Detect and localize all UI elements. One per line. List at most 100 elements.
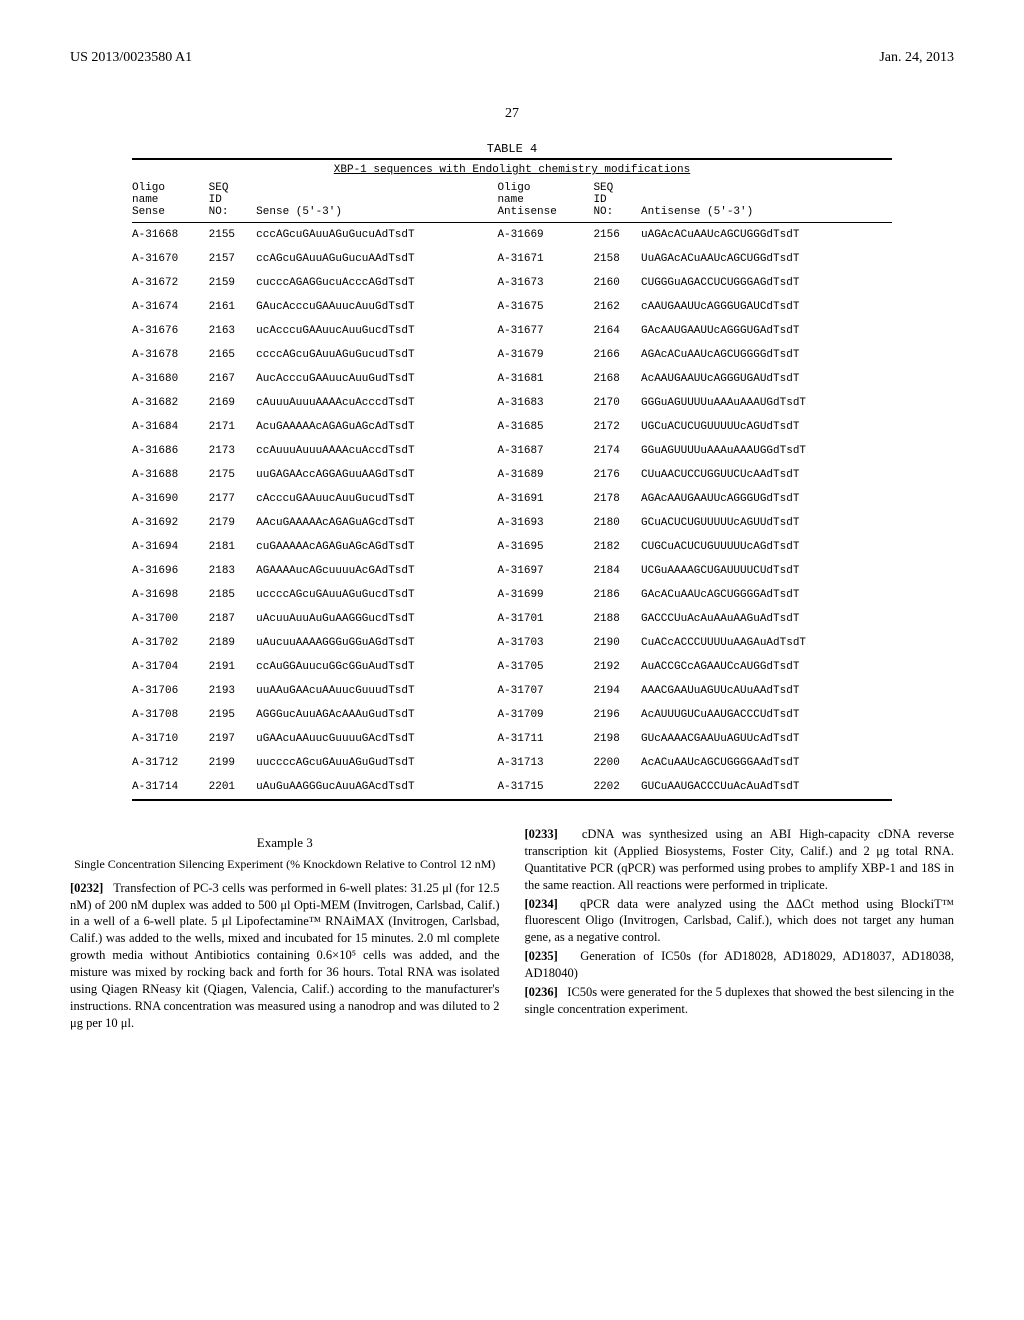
table-cell: A-31709 [497,703,593,727]
table-cell: uAcuuAuuAuGuAAGGGucdTsdT [256,607,497,631]
table-cell: CUGGGuAGACCUCUGGGAGdTsdT [641,271,892,295]
table-row: A-316702157ccAGcuGAuuAGuGucuAAdTsdTA-316… [132,247,892,271]
table-cell: A-31678 [132,343,209,367]
table-row: A-317102197uGAAcuAAuucGuuuuGAcdTsdTA-317… [132,727,892,751]
table-cell: 2176 [593,463,641,487]
table-cell: A-31713 [497,751,593,775]
table-cell: 2181 [209,535,257,559]
table-cell: GUcAAAACGAAUuAGUUcAdTsdT [641,727,892,751]
table-cell: A-31707 [497,679,593,703]
table-cell: UGCuACUCUGUUUUUcAGUdTsdT [641,415,892,439]
table-cell: A-31715 [497,775,593,800]
table-cell: A-31669 [497,223,593,248]
table-cell: AGAcAAUGAAUUcAGGGUGdTsdT [641,487,892,511]
table-cell: 2167 [209,367,257,391]
table-row: A-316882175uuGAGAAccAGGAGuuAAGdTsdTA-316… [132,463,892,487]
table-row: A-316782165ccccAGcuGAuuAGuGucudTsdTA-316… [132,343,892,367]
table-cell: A-31675 [497,295,593,319]
table-cell: A-31670 [132,247,209,271]
table-cell: A-31668 [132,223,209,248]
right-column: [0233] cDNA was synthesized using an ABI… [525,826,955,1034]
table-cell: A-31701 [497,607,593,631]
table-cell: ucAcccuGAAuucAuuGucdTsdT [256,319,497,343]
table-cell: 2190 [593,631,641,655]
table-row: A-316862173ccAuuuAuuuAAAAcuAccdTsdTA-316… [132,439,892,463]
table-cell: GGGuAGUUUUuAAAuAAAUGdTsdT [641,391,892,415]
table-cell: AAACGAAUuAGUUcAUuAAdTsdT [641,679,892,703]
table-cell: 2200 [593,751,641,775]
left-column: Example 3 Single Concentration Silencing… [70,826,500,1034]
table-cell: A-31691 [497,487,593,511]
table-cell: uGAAcuAAuucGuuuuGAcdTsdT [256,727,497,751]
table-cell: A-31700 [132,607,209,631]
col-header: SEQIDNO: [593,180,641,220]
table-cell: uuGAGAAccAGGAGuuAAGdTsdT [256,463,497,487]
table-row: A-317122199uuccccAGcuGAuuAGuGudTsdTA-317… [132,751,892,775]
table-cell: 2169 [209,391,257,415]
table-cell: A-31683 [497,391,593,415]
table-cell: AcACuAAUcAGCUGGGGAAdTsdT [641,751,892,775]
table-cell: A-31690 [132,487,209,511]
table-cell: GACCCUuAcAuAAuAAGuAdTsdT [641,607,892,631]
table-row: A-316682155cccAGcuGAuuAGuGucuAdTsdTA-316… [132,223,892,248]
sequence-table: XBP-1 sequences with Endolight chemistry… [132,158,892,801]
table-cell: A-31696 [132,559,209,583]
para-text: Generation of IC50s (for AD18028, AD1802… [525,949,955,980]
table-cell: CUuAACUCCUGGUUCUcAAdTsdT [641,463,892,487]
table-cell: A-31714 [132,775,209,800]
table-cell: cAcccuGAAuucAuuGucudTsdT [256,487,497,511]
table-cell: CUGCuACUCUGUUUUUcAGdTsdT [641,535,892,559]
col-header: OligonameSense [132,180,209,220]
table-cell: A-31677 [497,319,593,343]
table-cell: 2199 [209,751,257,775]
table-cell: uAucuuAAAAGGGuGGuAGdTsdT [256,631,497,655]
paragraph: [0233] cDNA was synthesized using an ABI… [525,826,955,894]
table-cell: 2158 [593,247,641,271]
table-cell: 2188 [593,607,641,631]
table-cell: A-31705 [497,655,593,679]
table-cell: A-31687 [497,439,593,463]
table-cell: 2180 [593,511,641,535]
table-cell: 2184 [593,559,641,583]
table-cell: AcAAUGAAUUcAGGGUGAUdTsdT [641,367,892,391]
table-cell: A-31698 [132,583,209,607]
table-cell: 2171 [209,415,257,439]
table-label: TABLE 4 [70,142,954,156]
table-cell: A-31676 [132,319,209,343]
table-cell: ccAGcuGAuuAGuGucuAAdTsdT [256,247,497,271]
table-row: A-316962183AGAAAAucAGcuuuuAcGAdTsdTA-316… [132,559,892,583]
table-row: A-317022189uAucuuAAAAGGGuGGuAGdTsdTA-317… [132,631,892,655]
table-cell: cucccAGAGGucuAcccAGdTsdT [256,271,497,295]
para-text: qPCR data were analyzed using the ΔΔCt m… [525,897,955,945]
table-cell: 2156 [593,223,641,248]
table-cell: 2193 [209,679,257,703]
table-cell: A-31684 [132,415,209,439]
doc-date: Jan. 24, 2013 [879,50,954,66]
table-cell: AGGGucAuuAGAcAAAuGudTsdT [256,703,497,727]
table-cell: A-31680 [132,367,209,391]
table-cell: ccccAGcuGAuuAGuGucudTsdT [256,343,497,367]
table-cell: UuAGAcACuAAUcAGCUGGdTsdT [641,247,892,271]
doc-number: US 2013/0023580 A1 [70,50,192,66]
table-cell: 2155 [209,223,257,248]
table-row: A-317002187uAcuuAuuAuGuAAGGGucdTsdTA-317… [132,607,892,631]
table-cell: A-31686 [132,439,209,463]
table-cell: 2161 [209,295,257,319]
para-number: [0236] [525,985,558,999]
table-cell: 2194 [593,679,641,703]
table-cell: 2186 [593,583,641,607]
table-cell: cAAUGAAUUcAGGGUGAUCdTsdT [641,295,892,319]
table-cell: A-31694 [132,535,209,559]
table-cell: 2164 [593,319,641,343]
table-cell: cuGAAAAAcAGAGuAGcAGdTsdT [256,535,497,559]
para-number: [0235] [525,949,558,963]
table-cell: GCuACUCUGUUUUUcAGUUdTsdT [641,511,892,535]
table-cell: ccAuuuAuuuAAAAcuAccdTsdT [256,439,497,463]
col-header: SEQIDNO: [209,180,257,220]
table-row: A-316922179AAcuGAAAAAcAGAGuAGcdTsdTA-316… [132,511,892,535]
table-cell: AcuGAAAAAcAGAGuAGcAdTsdT [256,415,497,439]
table-row: A-317082195AGGGucAuuAGAcAAAuGudTsdTA-317… [132,703,892,727]
table-cell: 2182 [593,535,641,559]
table-row: A-316742161GAucAcccuGAAuucAuuGdTsdTA-316… [132,295,892,319]
table-cell: A-31712 [132,751,209,775]
